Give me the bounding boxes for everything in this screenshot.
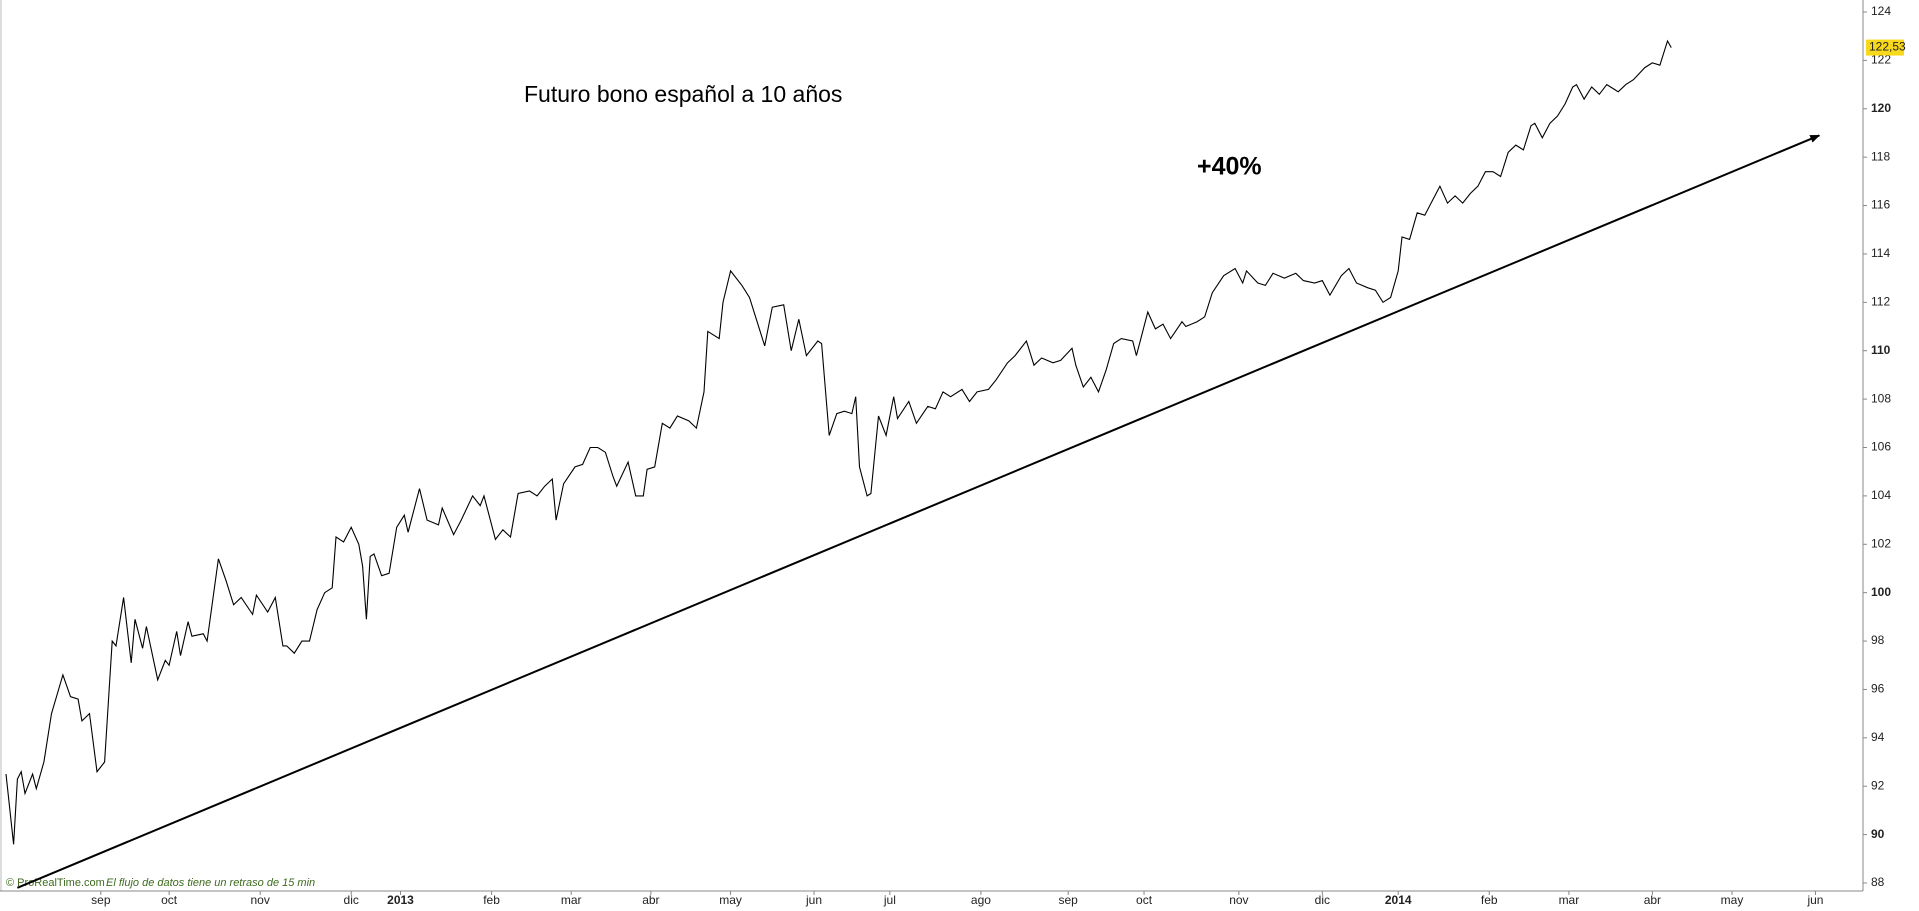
y-tick-label: 114 xyxy=(1871,246,1890,260)
y-tick-label: 90 xyxy=(1871,827,1885,841)
x-tick-label: feb xyxy=(483,893,500,907)
x-tick-label: abr xyxy=(1644,893,1661,907)
y-tick-label: 122 xyxy=(1871,53,1891,67)
y-tick-label: 102 xyxy=(1871,536,1891,550)
y-tick-label: 120 xyxy=(1871,101,1891,115)
x-tick-label: nov xyxy=(1229,893,1248,907)
annotation: +40% xyxy=(1197,153,1262,181)
y-tick-label: 104 xyxy=(1871,488,1891,502)
x-tick-label: abr xyxy=(642,893,659,907)
x-tick-label: 2013 xyxy=(387,893,414,907)
x-tick-label: sep xyxy=(1058,893,1078,907)
y-tick-label: 88 xyxy=(1871,875,1885,889)
y-tick-label: 110 xyxy=(1871,343,1891,357)
y-tick-label: 116 xyxy=(1871,198,1890,212)
x-tick-label: may xyxy=(1721,893,1744,907)
chart-title: Futuro bono español a 10 años xyxy=(524,81,842,107)
y-tick-label: 92 xyxy=(1871,778,1885,792)
x-tick-label: jun xyxy=(805,893,822,907)
source: © ProRealTime.com xyxy=(6,877,105,889)
y-tick-label: 100 xyxy=(1871,585,1891,599)
y-tick-label: 98 xyxy=(1871,633,1885,647)
price-line xyxy=(5,39,1672,845)
x-tick-label: jun xyxy=(1806,893,1823,907)
trend-arrow xyxy=(16,134,1821,889)
y-tick-label: 118 xyxy=(1871,149,1890,163)
x-tick-label: nov xyxy=(250,893,269,907)
x-tick-label: ago xyxy=(971,893,991,907)
source-note: El flujo de datos tiene un retraso de 15… xyxy=(106,877,315,889)
x-tick-label: oct xyxy=(1136,893,1153,907)
x-tick-label: jul xyxy=(883,893,896,907)
x-tick-label: sep xyxy=(91,893,111,907)
x-tick-label: may xyxy=(719,893,742,907)
y-tick-label: 124 xyxy=(1871,4,1891,18)
x-tick-label: 2014 xyxy=(1385,893,1412,907)
y-tick-label: 108 xyxy=(1871,391,1891,405)
last-price-box xyxy=(1866,39,1904,56)
last-price-label: 122,53 xyxy=(1869,40,1906,54)
x-tick-label: dic xyxy=(1315,893,1330,907)
x-tick-label: mar xyxy=(561,893,582,907)
y-tick-label: 94 xyxy=(1871,730,1885,744)
x-tick-label: oct xyxy=(161,893,178,907)
x-tick-label: dic xyxy=(344,893,359,907)
y-tick-label: 106 xyxy=(1871,440,1891,454)
y-tick-label: 112 xyxy=(1871,295,1890,309)
x-tick-label: feb xyxy=(1481,893,1498,907)
y-tick-label: 96 xyxy=(1871,682,1885,696)
x-tick-label: mar xyxy=(1559,893,1580,907)
